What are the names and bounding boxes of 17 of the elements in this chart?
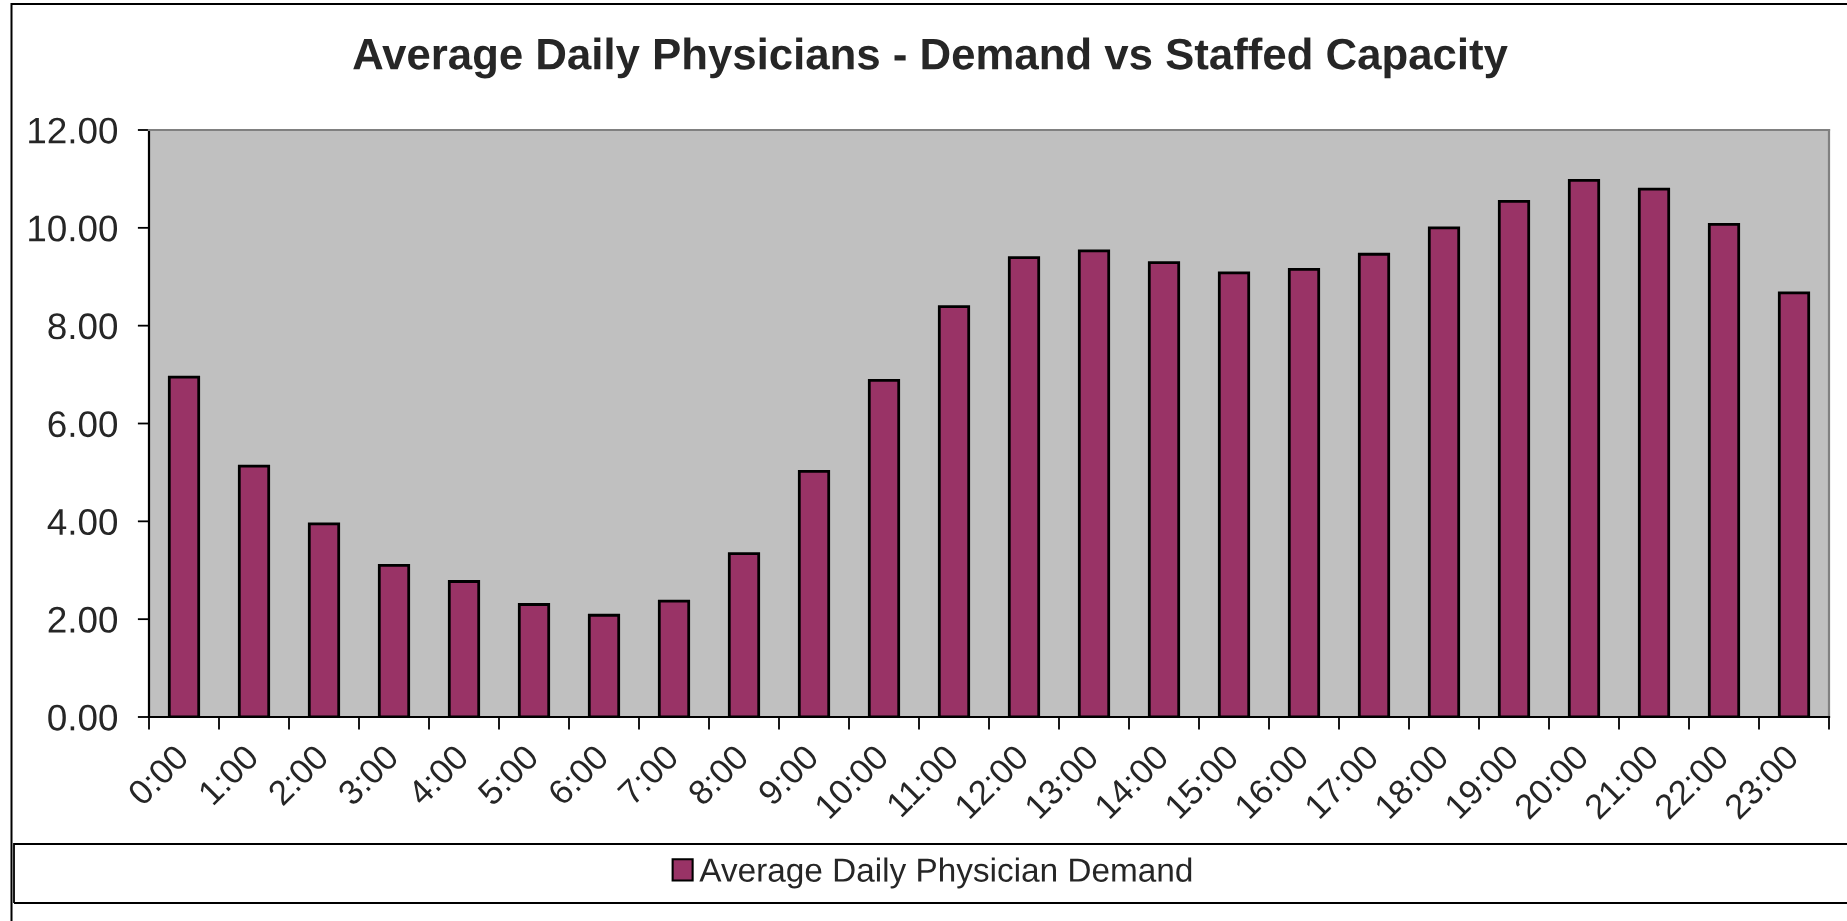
x-tick-label: 3:00 — [336, 743, 400, 807]
y-tick-label: 4.00 — [47, 508, 118, 536]
x-tick-label: 5:00 — [476, 743, 540, 807]
legend-label: Average Daily Physician Demand — [699, 857, 1192, 889]
x-tick-label: 8:00 — [686, 743, 750, 807]
chart-title: Average Daily Physicians - Demand vs Staffed Capacity — [353, 37, 1508, 79]
x-tick-label: 0:00 — [126, 743, 190, 807]
x-tick-label: 1:00 — [197, 743, 260, 806]
x-tick-label: 4:00 — [405, 743, 470, 807]
x-tick-label: 6:00 — [546, 743, 610, 807]
y-tick-label: 2.00 — [48, 606, 118, 633]
y-tick-label: 12.00 — [29, 117, 118, 144]
y-tick-label: 8.00 — [48, 313, 118, 340]
y-tick-label: 6.00 — [48, 411, 118, 438]
y-tick-label: 10.00 — [29, 215, 118, 242]
x-tick-label: 7:00 — [616, 743, 680, 807]
y-tick-label: 0.00 — [48, 704, 118, 731]
